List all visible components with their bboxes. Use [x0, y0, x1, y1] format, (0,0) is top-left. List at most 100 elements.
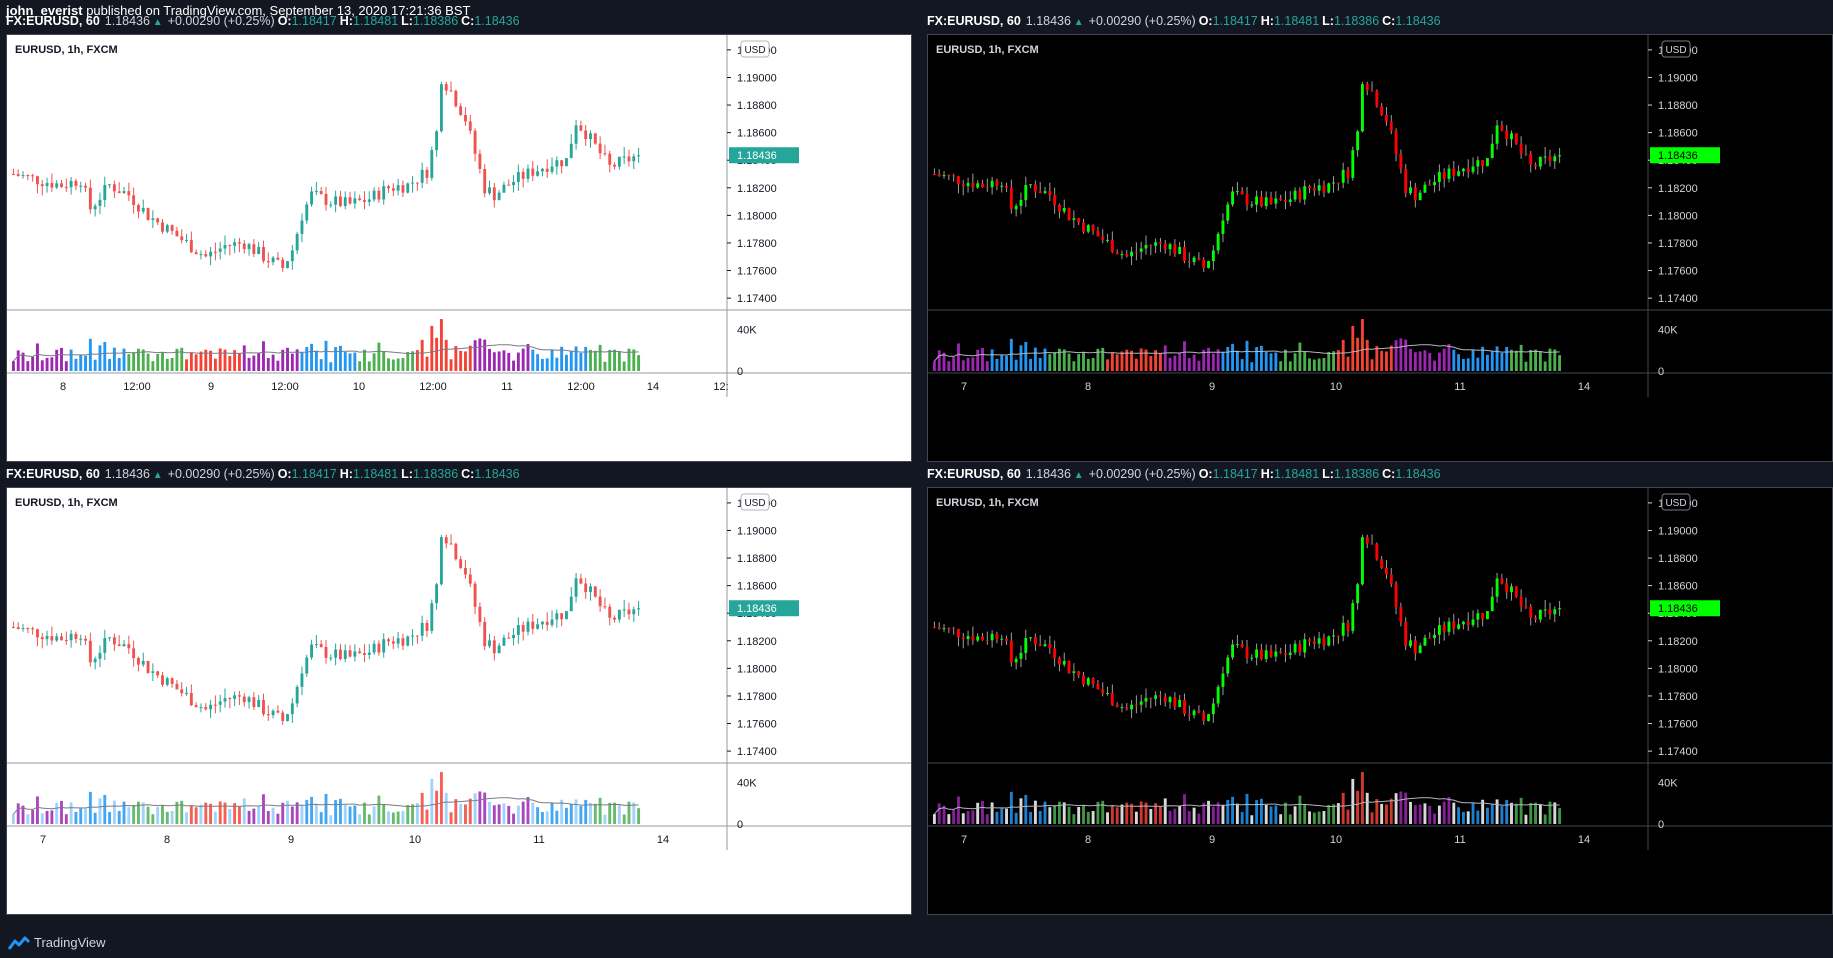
candle-body	[377, 643, 381, 653]
candle-body	[1009, 640, 1013, 663]
volume-bar	[492, 805, 496, 824]
candle-body	[1543, 156, 1547, 158]
chart-area[interactable]: 1.192001.190001.188001.186001.184001.182…	[927, 34, 1833, 462]
candle-body	[617, 609, 621, 620]
volume-bar	[459, 350, 463, 371]
candle-body	[966, 636, 970, 640]
legend-open-label: O:	[277, 467, 292, 481]
volume-bar	[1413, 805, 1417, 824]
candle-body	[512, 634, 515, 639]
volume-bar	[1043, 801, 1047, 824]
candle-body	[1144, 245, 1148, 249]
volume-bar	[627, 801, 631, 824]
volume-bar	[550, 349, 554, 371]
volume-bar	[1346, 356, 1350, 371]
candles	[932, 534, 1562, 725]
volume-bar	[981, 800, 984, 824]
candle-body	[1442, 625, 1446, 632]
price-tick-label: 1.19000	[1658, 72, 1698, 84]
price-tick-label: 1.17600	[1658, 266, 1698, 278]
candle-body	[1207, 261, 1210, 268]
volume-bar	[1269, 353, 1273, 371]
volume-bar	[1389, 345, 1393, 371]
candle-body	[617, 156, 621, 167]
chart-area[interactable]: 1.192001.190001.188001.186001.184001.182…	[6, 487, 912, 915]
candle-body	[1144, 698, 1148, 702]
volume-bar	[262, 794, 265, 824]
volume-bar	[343, 804, 347, 824]
volume-bar	[1226, 799, 1230, 824]
legend-high-label: H:	[339, 14, 353, 28]
volume-bar	[271, 354, 275, 371]
volume-tick-label: 0	[1658, 819, 1664, 831]
candle-body	[1221, 673, 1225, 687]
volume-bar	[319, 812, 323, 824]
volume-bar	[367, 361, 371, 371]
price-tick-label: 1.18000	[737, 210, 777, 222]
volume-bar	[213, 811, 217, 824]
candle-body	[1120, 254, 1124, 256]
volume-bar	[966, 810, 970, 824]
candle-body	[1240, 191, 1244, 194]
last-price-badge-text: 1.18436	[1658, 603, 1698, 615]
footer-brand[interactable]: TradingView	[34, 935, 106, 950]
volume-ma-line	[13, 344, 639, 362]
candle-body	[1058, 658, 1061, 665]
candle-body	[411, 635, 415, 637]
chart-panel-bottom-left[interactable]: FX:EURUSD, 60 1.18436 ▲ +0.00290 (+0.25%) O…	[0, 465, 912, 917]
chart-panel-top-left[interactable]: FX:EURUSD, 60 1.18436 ▲ +0.00290 (+0.25%) O…	[0, 12, 912, 464]
time-tick-label: 12:	[713, 381, 728, 393]
candle-body	[1356, 131, 1360, 151]
candle-body	[627, 156, 631, 162]
candle-body	[372, 190, 376, 200]
volume-bar	[497, 351, 501, 371]
tradingview-logo-icon[interactable]	[8, 936, 30, 950]
candle-body	[1293, 190, 1297, 200]
candle-body	[387, 639, 390, 642]
candle-body	[502, 637, 506, 646]
price-tick-label: 1.17800	[737, 238, 777, 250]
candle-body	[1466, 168, 1470, 172]
volume-bar	[1303, 351, 1307, 371]
candle-body	[1471, 619, 1475, 625]
candle-body	[1115, 252, 1119, 255]
currency-button	[740, 493, 770, 511]
chart-area[interactable]: 1.192001.190001.188001.186001.184001.182…	[927, 487, 1833, 915]
price-tick-label: 1.18000	[737, 663, 777, 675]
volume-bar	[512, 360, 515, 371]
last-price-badge	[729, 147, 799, 164]
volume-bar	[305, 346, 309, 371]
candle-body	[93, 205, 97, 210]
volume-bar	[257, 352, 261, 371]
volume-bar	[565, 807, 568, 824]
volume-bar	[1356, 337, 1360, 371]
volume-bar	[1476, 810, 1480, 824]
volume-bar	[1125, 802, 1129, 824]
volume-bar	[1312, 812, 1316, 824]
candle-body	[1418, 645, 1422, 654]
candle-body	[1024, 638, 1028, 653]
volume-bar	[1423, 350, 1427, 371]
candle-body	[363, 200, 366, 202]
volume-bar	[603, 361, 607, 371]
chart-area[interactable]: 1.192001.190001.188001.186001.184001.182…	[6, 34, 912, 462]
candle-body	[1409, 640, 1412, 647]
chart-panel-top-right[interactable]: FX:EURUSD, 60 1.18436 ▲ +0.00290 (+0.25%) O…	[921, 12, 1833, 464]
legend-high: 1.18481	[352, 14, 399, 28]
candle-body	[406, 636, 410, 646]
last-price-badge	[1650, 600, 1720, 617]
candle-body	[165, 678, 169, 685]
candle-body	[88, 640, 92, 663]
candle-body	[464, 567, 467, 575]
candle-body	[338, 196, 342, 207]
candle-body	[1077, 671, 1081, 676]
candle-body	[1404, 621, 1408, 647]
volume-bar	[281, 802, 285, 824]
candle-body	[1231, 644, 1235, 658]
candle-body	[156, 671, 160, 676]
volume-bar	[372, 806, 376, 824]
price-tick-label: 1.18200	[737, 183, 777, 195]
chart-panel-bottom-right[interactable]: FX:EURUSD, 60 1.18436 ▲ +0.00290 (+0.25%) O…	[921, 465, 1833, 917]
candle-body	[1245, 193, 1249, 205]
author-name[interactable]: john_everist	[6, 3, 83, 18]
